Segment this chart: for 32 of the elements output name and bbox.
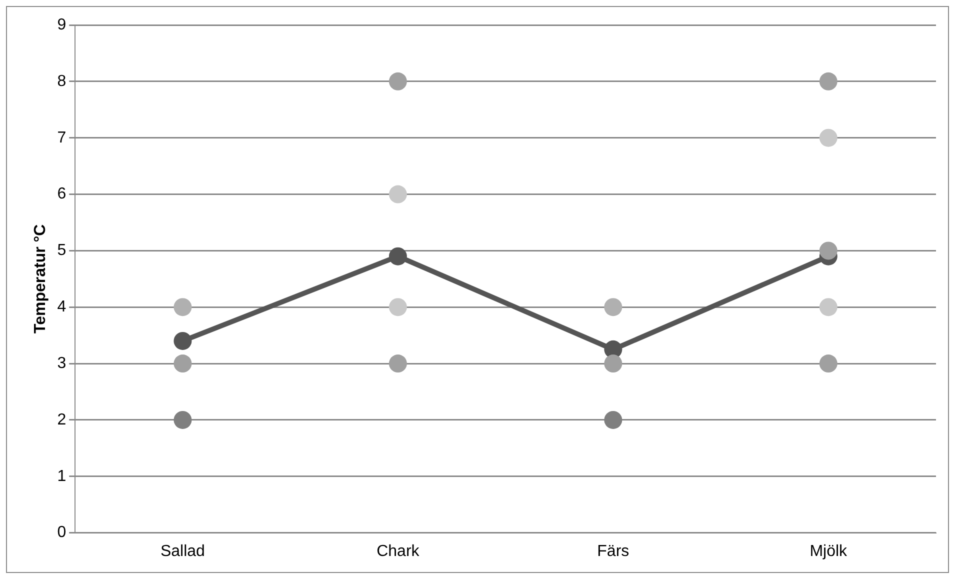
y-tick-label: 5 bbox=[57, 242, 66, 260]
y-tick-label: 1 bbox=[57, 468, 66, 485]
point bbox=[388, 354, 407, 373]
x-tick-label: Chark bbox=[376, 542, 420, 560]
y-tick-label: 2 bbox=[57, 411, 66, 428]
y-tick-label: 3 bbox=[57, 354, 66, 372]
y-axis-title: Temperatur °C bbox=[32, 224, 50, 334]
x-tick-label: Mjölk bbox=[810, 542, 848, 560]
point bbox=[388, 72, 407, 90]
y-tick-label: 4 bbox=[57, 298, 66, 316]
y-tick-label: 0 bbox=[57, 524, 66, 542]
y-tick-label: 7 bbox=[57, 129, 66, 146]
point bbox=[388, 247, 407, 266]
y-tick-label: 6 bbox=[57, 186, 66, 203]
point bbox=[604, 298, 622, 316]
y-tick-label: 9 bbox=[57, 16, 66, 34]
point bbox=[819, 354, 838, 373]
point bbox=[819, 298, 838, 316]
point bbox=[819, 242, 838, 260]
point bbox=[388, 185, 407, 204]
point bbox=[174, 410, 192, 429]
y-tick-label: 8 bbox=[57, 72, 66, 90]
point bbox=[819, 72, 838, 90]
x-tick-label: Sallad bbox=[160, 542, 205, 560]
point bbox=[604, 354, 622, 373]
point bbox=[604, 410, 622, 429]
point bbox=[388, 298, 407, 316]
point bbox=[819, 128, 838, 147]
x-tick-label: Färs bbox=[597, 542, 630, 560]
point bbox=[174, 332, 192, 350]
point bbox=[174, 354, 192, 373]
point bbox=[174, 298, 192, 316]
